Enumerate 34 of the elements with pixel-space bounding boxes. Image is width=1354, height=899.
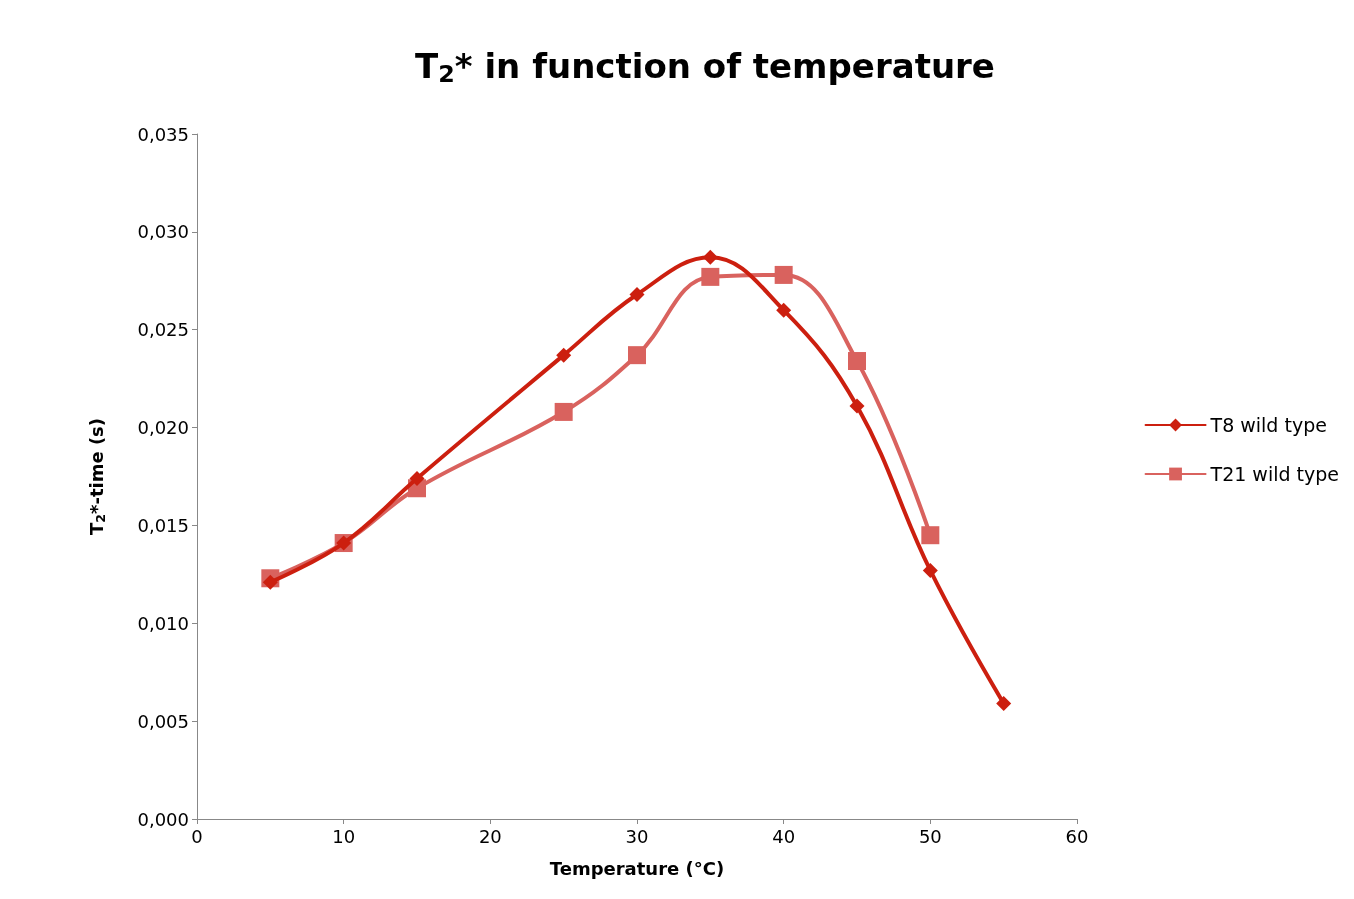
legend-label: T21 wild type [1209,463,1340,485]
point [554,402,573,421]
y-tick-label: 0,015 [137,514,189,536]
point [849,398,865,414]
point [774,265,793,284]
y-tick-label: 0,000 [137,808,189,830]
point [556,347,572,363]
y-tick-label: 0,025 [137,319,189,341]
y-tick-label: 0,005 [137,710,189,732]
y-tick-label: 0,035 [137,123,189,145]
x-tick-label: 10 [332,825,356,847]
x-tick-label: 50 [918,825,942,847]
point [629,286,645,302]
x-tick-label: 20 [478,825,502,847]
y-axis-title: T2*-time (s) [85,417,108,536]
point [996,696,1012,712]
x-tick-label: 60 [1065,825,1089,847]
point [921,526,940,545]
point [776,302,792,318]
point [701,267,720,286]
y-tick-label: 0,030 [137,221,189,243]
x-tick-label: 30 [625,825,649,847]
legend-label: T8 wild type [1209,414,1327,436]
y-tick-label: 0,020 [137,417,189,439]
x-axis-title: Temperature (°C) [549,857,725,879]
y-tick-label: 0,010 [137,612,189,634]
x-tick-label: 40 [772,825,796,847]
point [702,249,718,265]
point [848,352,866,371]
point [262,574,278,590]
point [922,562,938,578]
x-tick-label: 0 [191,825,203,847]
point [628,346,646,365]
point [409,470,425,486]
